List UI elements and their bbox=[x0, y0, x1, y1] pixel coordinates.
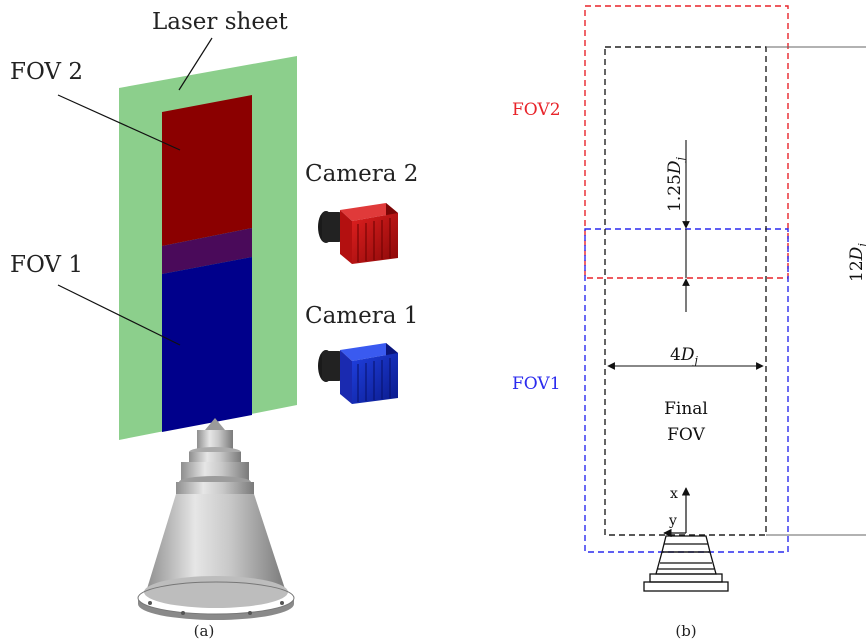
fov1-label: FOV 1 bbox=[10, 252, 83, 278]
camera1-label: Camera 1 bbox=[305, 303, 418, 329]
fov1-region bbox=[162, 257, 252, 432]
fov1-label-b: FOV1 bbox=[512, 374, 561, 394]
fov2-leader bbox=[57, 94, 181, 151]
final-fov-line1: Final bbox=[664, 399, 708, 419]
nozzle-pedestal bbox=[137, 418, 295, 620]
fov2-region bbox=[162, 95, 252, 246]
y-axis-label: y bbox=[668, 513, 677, 529]
overlap-region bbox=[162, 228, 252, 274]
nozzle-outline bbox=[643, 535, 729, 592]
final-fov-outline bbox=[604, 46, 767, 536]
overlap-dim-label: 1.25Dj bbox=[665, 157, 687, 213]
panel-b: FOV2 FOV1 1.25Dj 4Dj 12Dj Final FOV x y bbox=[512, 5, 866, 640]
fov2-label: FOV 2 bbox=[10, 59, 83, 85]
x-axis-label: x bbox=[670, 486, 678, 502]
caption-a: (a) bbox=[194, 622, 215, 640]
fov1-leader bbox=[57, 284, 181, 346]
height-dim-label: 12Dj bbox=[847, 243, 866, 282]
laser-sheet-label: Laser sheet bbox=[152, 9, 289, 35]
fov2-label-b: FOV2 bbox=[512, 100, 561, 120]
fov2-outline bbox=[584, 5, 789, 279]
camera2-label: Camera 2 bbox=[305, 161, 418, 187]
camera1-icon bbox=[318, 343, 398, 404]
width-dim-label: 4Dj bbox=[670, 345, 698, 367]
laser-sheet-leader bbox=[178, 37, 213, 91]
caption-b: (b) bbox=[675, 622, 696, 640]
final-fov-line2: FOV bbox=[667, 425, 705, 445]
panel-a: Laser sheet FOV 2 FOV 1 Camera 2 Camera … bbox=[10, 9, 418, 640]
camera2-icon bbox=[318, 203, 398, 264]
